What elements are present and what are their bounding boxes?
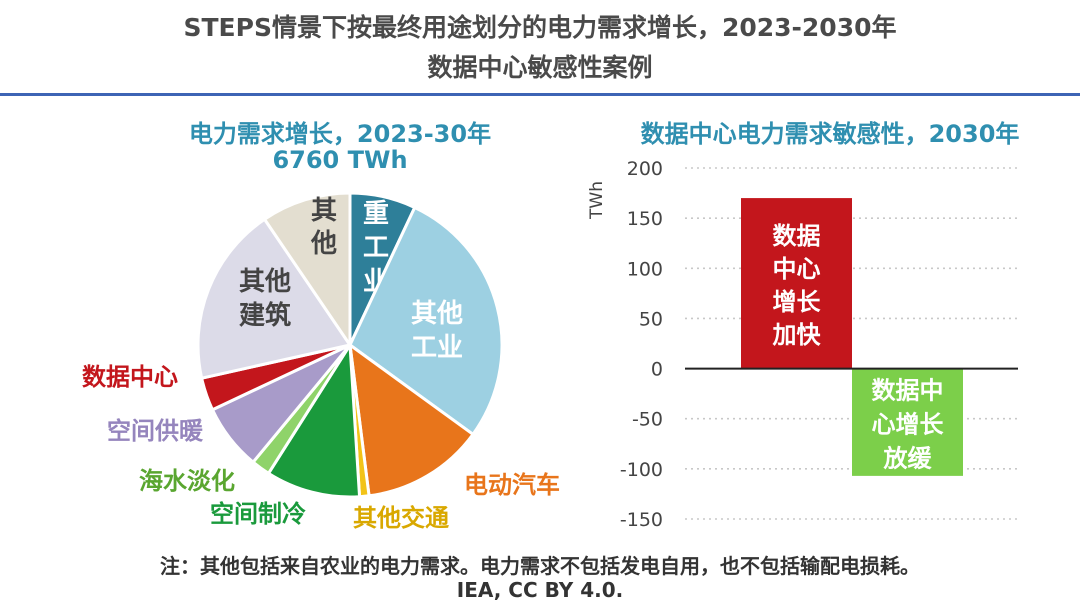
chart-main-subtitle: 数据中心敏感性案例 [427, 53, 653, 82]
bar-title: 数据中心电力需求敏感性，2030年 [640, 120, 1020, 148]
source-credit: IEA, CC BY 4.0. [456, 578, 624, 602]
pie-slice-2 [348, 341, 476, 498]
pie-slice-1 [348, 205, 504, 437]
y-tick-label-5: -50 [632, 409, 663, 431]
pie-slice-8 [196, 217, 353, 380]
y-tick-label-6: -100 [620, 459, 663, 481]
pie-label-7: 数据中心 [82, 363, 178, 391]
pie-total: 6760 TWh [272, 146, 408, 174]
pie-label-2: 电动汽车 [464, 471, 560, 499]
pie-label-5: 海水淡化 [139, 467, 235, 495]
bar-0 [741, 198, 852, 369]
header-divider [0, 93, 1080, 96]
pie-label-6: 空间供暖 [107, 417, 204, 445]
y-tick-label-2: 100 [627, 258, 663, 280]
pie-slice-9 [262, 191, 352, 350]
pie-label-9: 其他 [310, 196, 337, 259]
chart-main-title: STEPS情景下按最终用途划分的电力需求增长，2023-2030年 [183, 13, 897, 42]
bar-label-1: 数据中心增长放缓 [872, 377, 945, 473]
pie-label-8: 其他建筑 [239, 267, 291, 331]
pie-label-3: 其他交通 [353, 504, 449, 532]
pie-label-1: 其他工业 [411, 299, 463, 363]
pie-label-4: 空间制冷 [210, 500, 306, 528]
y-tick-label-1: 150 [627, 208, 663, 230]
bar-1 [852, 368, 963, 476]
y-axis-label: TWh [587, 181, 607, 220]
y-tick-label-7: -150 [620, 509, 663, 531]
bar-label-0: 数据中心增长加快 [773, 222, 822, 349]
y-tick-label-3: 50 [639, 308, 663, 330]
footnote: 注：其他包括来自农业的电力需求。电力需求不包括发电自用，也不包括输配电损耗。 [160, 554, 920, 578]
y-tick-label-4: 0 [651, 359, 663, 381]
pie-slice-4 [266, 340, 362, 499]
bar-chart: 200 150 100 50 0 -50 -100 -150 TWh 数据中心增长加快数据中心增长… [587, 158, 1018, 531]
y-tick-label-0: 200 [627, 158, 663, 180]
pie-title: 电力需求增长，2023-30年 [188, 120, 492, 148]
